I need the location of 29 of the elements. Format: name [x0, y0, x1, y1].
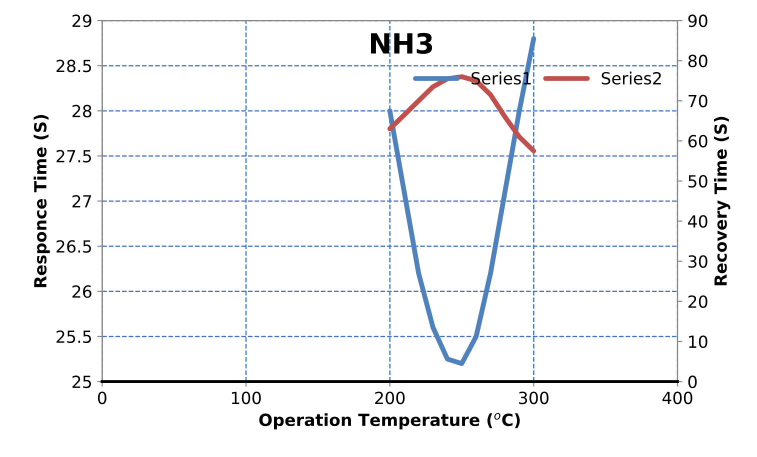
y2-tick-label: 20 [688, 295, 708, 308]
x-axis-title: Operation Temperature ($^{o}$C) [259, 413, 520, 430]
x-tick-label: 200 [375, 392, 405, 404]
y-tick-label: 29 [72, 14, 92, 28]
y-tick-label: 25.5 [56, 330, 92, 344]
y-tick-label: 28.5 [56, 60, 92, 72]
y-tick-label: 27.5 [56, 150, 92, 163]
y2-tick-label: 80 [688, 54, 708, 68]
x-tick-label: 100 [232, 392, 261, 404]
y2-tick-label: 60 [688, 134, 708, 148]
y-axis-title: Responce Time (S) [34, 114, 50, 288]
chart-title: NH3 [371, 32, 432, 54]
y2-tick-label: 70 [688, 94, 708, 108]
y2-tick-label: 0 [688, 376, 697, 388]
y-tick-label: 28 [72, 104, 92, 118]
y2-tick-label: 40 [688, 215, 708, 228]
y-tick-label: 25 [72, 376, 92, 388]
legend-label: Series2 [602, 72, 661, 85]
y-tick-label: 26.5 [56, 240, 92, 253]
y-tick-label: 27 [72, 195, 92, 208]
y2-tick-label: 50 [688, 174, 708, 188]
y2-tick-label: 30 [688, 255, 708, 268]
x-tick-label: 0 [98, 392, 106, 404]
y2-axis-title: Recovery Time (S) [714, 116, 730, 286]
y2-tick-label: 90 [688, 14, 708, 28]
x-tick-label: 300 [519, 392, 548, 404]
y-tick-label: 26 [72, 285, 92, 298]
x-tick-label: 400 [662, 392, 692, 404]
y2-tick-label: 10 [689, 335, 708, 348]
